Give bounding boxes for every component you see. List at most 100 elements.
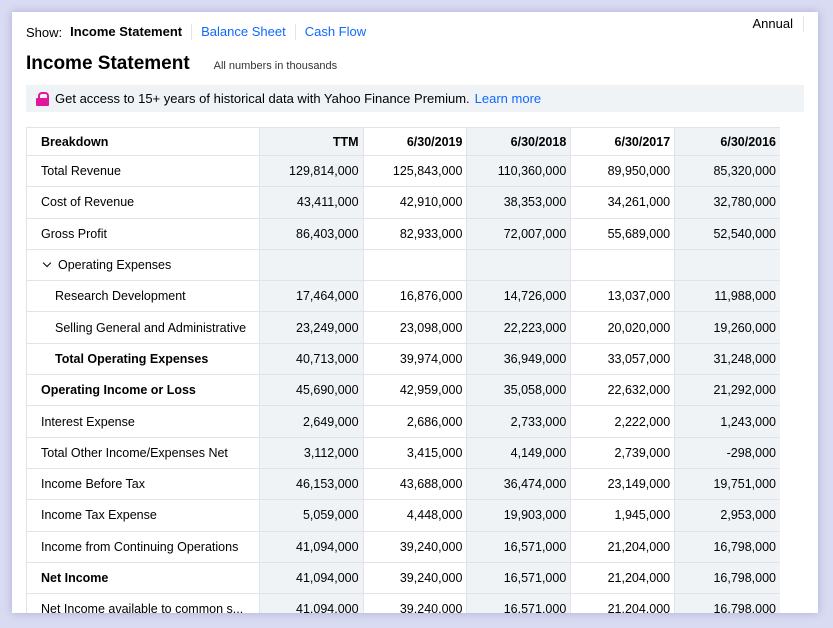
row-value: 31,248,000	[674, 343, 781, 375]
page-title: Income Statement	[26, 53, 190, 74]
row-value: 42,959,000	[362, 375, 467, 406]
row-value: 43,688,000	[362, 468, 467, 500]
row-value: 36,949,000	[466, 343, 571, 375]
table-row: Income Tax Expense 5,059,000 4,448,000 1…	[27, 500, 780, 532]
row-value: 52,540,000	[674, 218, 780, 249]
table-row: Cost of Revenue 43,411,000 42,910,000 38…	[27, 187, 780, 219]
row-label: Income from Continuing Operations	[41, 539, 239, 554]
row-value: 55,689,000	[570, 218, 674, 249]
financials-table: Breakdown TTM 6/30/2019 6/30/2018 6/30/2…	[26, 127, 781, 613]
row-value: 42,910,000	[362, 187, 467, 218]
row-value: 20,020,000	[570, 312, 674, 343]
tab-balance-sheet[interactable]: Balance Sheet	[192, 24, 296, 40]
table-row-operating-expenses[interactable]: Operating Expenses	[27, 249, 780, 282]
row-value: 82,933,000	[362, 218, 467, 249]
row-value: 17,464,000	[258, 281, 363, 312]
row-value: 5,059,000	[258, 500, 363, 531]
row-label: Selling General and Administrative	[55, 320, 247, 335]
row-value: 36,474,000	[466, 468, 571, 500]
lock-icon	[36, 91, 49, 106]
column-header-2018: 6/30/2018	[466, 128, 571, 155]
column-header-ttm: TTM	[258, 128, 363, 155]
row-value: 1,243,000	[674, 406, 780, 437]
row-value: 38,353,000	[466, 187, 571, 218]
row-value: 22,632,000	[570, 375, 674, 406]
row-value: 11,988,000	[674, 281, 781, 312]
row-value: 32,780,000	[674, 187, 780, 218]
app-window: Show: Income Statement Balance Sheet Cas…	[12, 12, 818, 613]
page-header: Income Statement All numbers in thousand…	[26, 53, 337, 75]
row-label: Total Revenue	[41, 164, 121, 179]
row-label: Net Income	[41, 571, 109, 585]
row-value: 1,945,000	[570, 500, 674, 531]
period-toggle-annual[interactable]: Annual	[753, 16, 804, 32]
row-value: 21,204,000	[570, 562, 674, 594]
row-label: Interest Expense	[41, 414, 135, 429]
row-value: 2,953,000	[674, 500, 780, 531]
column-header-2016: 6/30/2016	[674, 128, 780, 155]
table-row: Net Income available to common s... 41,0…	[27, 594, 780, 613]
row-value: 39,240,000	[362, 562, 467, 594]
row-value: 19,751,000	[674, 468, 780, 500]
row-label: Total Other Income/Expenses Net	[41, 445, 228, 460]
row-value	[258, 249, 363, 281]
row-value: -298,000	[674, 437, 780, 468]
row-value: 129,814,000	[258, 156, 363, 187]
row-value: 2,649,000	[258, 406, 363, 437]
table-row: Total Operating Expenses 40,713,000 39,9…	[27, 343, 781, 376]
learn-more-link[interactable]: Learn more	[474, 91, 542, 106]
row-value: 22,223,000	[466, 312, 571, 343]
row-label: Income Tax Expense	[41, 508, 157, 523]
row-value	[466, 249, 571, 281]
banner-text: Get access to 15+ years of historical da…	[55, 91, 470, 106]
row-value: 39,240,000	[362, 531, 467, 562]
table-row: Income Before Tax 46,153,000 43,688,000 …	[27, 468, 780, 501]
row-value: 21,204,000	[570, 594, 674, 613]
row-value: 21,204,000	[570, 531, 674, 562]
row-label: Total Operating Expenses	[55, 351, 209, 366]
chevron-down-icon[interactable]	[42, 258, 52, 268]
tab-cash-flow[interactable]: Cash Flow	[304, 24, 367, 39]
row-value: 16,571,000	[466, 594, 571, 613]
row-value: 39,974,000	[362, 343, 467, 375]
row-value: 39,240,000	[362, 594, 467, 613]
row-value: 16,798,000	[674, 594, 780, 613]
row-value: 19,260,000	[674, 312, 781, 343]
row-value: 16,798,000	[674, 562, 780, 594]
row-value: 41,094,000	[258, 562, 363, 594]
row-value: 46,153,000	[258, 468, 363, 500]
row-value: 2,686,000	[362, 406, 467, 437]
row-value: 23,149,000	[570, 468, 674, 500]
row-value: 3,415,000	[362, 437, 467, 468]
row-value	[674, 249, 780, 281]
row-value: 33,057,000	[570, 343, 674, 375]
row-value: 41,094,000	[258, 531, 363, 562]
row-value: 89,950,000	[570, 156, 674, 187]
table-row: Net Income 41,094,000 39,240,000 16,571,…	[27, 562, 780, 595]
row-value: 21,292,000	[674, 375, 780, 406]
row-value: 16,571,000	[466, 562, 571, 594]
table-row: Income from Continuing Operations 41,094…	[27, 531, 780, 563]
row-label[interactable]: Operating Expenses	[27, 250, 259, 280]
page-subtitle: All numbers in thousands	[213, 60, 338, 72]
column-header-2017: 6/30/2017	[570, 128, 674, 155]
table-row: Total Revenue 129,814,000 125,843,000 11…	[27, 156, 780, 188]
row-value: 35,058,000	[466, 375, 571, 406]
premium-banner: Get access to 15+ years of historical da…	[26, 85, 804, 112]
row-value: 72,007,000	[466, 218, 571, 249]
row-value: 34,261,000	[570, 187, 674, 218]
row-value	[570, 249, 674, 281]
row-value: 16,571,000	[466, 531, 571, 562]
row-value: 23,249,000	[258, 312, 363, 343]
row-value	[362, 249, 467, 281]
row-value: 2,739,000	[570, 437, 674, 468]
row-value: 19,903,000	[466, 500, 571, 531]
table-row: Research Development 17,464,000 16,876,0…	[27, 281, 781, 313]
tab-income-statement[interactable]: Income Statement	[70, 24, 193, 40]
table-header-row: Breakdown TTM 6/30/2019 6/30/2018 6/30/2…	[27, 128, 780, 156]
row-value: 2,222,000	[570, 406, 674, 437]
row-value: 4,149,000	[466, 437, 571, 468]
row-value: 110,360,000	[466, 156, 571, 187]
row-label: Research Development	[55, 289, 186, 304]
row-value: 16,876,000	[362, 281, 467, 312]
